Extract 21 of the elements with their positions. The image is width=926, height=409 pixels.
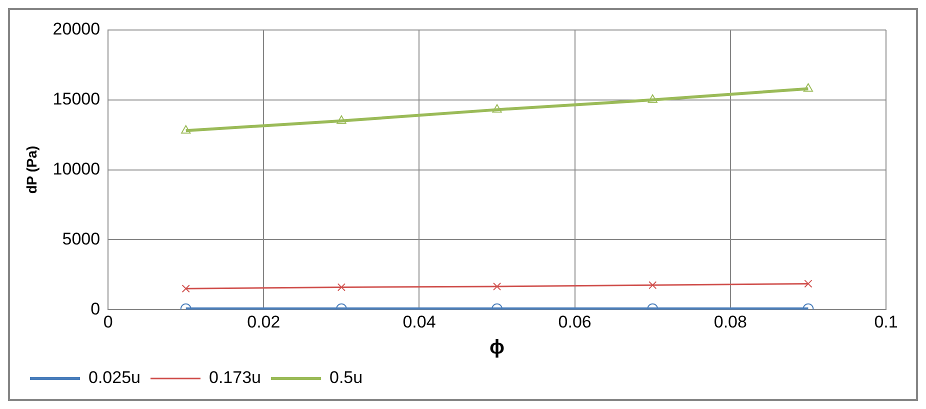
point (803, 83, 814, 92)
legend-label: 0.173u (208, 368, 261, 388)
x-tick-label: 0.02 (247, 312, 280, 332)
legend-label: 0.025u (88, 368, 140, 388)
y-tick-label: 15000 (52, 90, 100, 109)
x-tick-label: 0.1 (874, 312, 898, 332)
x-tick-label: 0.08 (714, 312, 747, 332)
x-tick-label: 0.06 (558, 312, 592, 332)
y-tick-label: 0 (90, 299, 100, 318)
point (492, 104, 502, 113)
y-tick-label: 10000 (52, 159, 100, 178)
y-axis-title: dP (Pa) (23, 146, 40, 194)
x-axis-title: ϕ (490, 336, 505, 359)
x-tick-label: 0 (103, 312, 113, 332)
point (648, 94, 658, 103)
point (336, 115, 346, 124)
y-tick-label: 20000 (52, 20, 100, 39)
x-tick-label: 0.04 (402, 312, 436, 332)
point (181, 125, 191, 134)
y-tick-label: 5000 (62, 229, 100, 248)
legend-label: 0.5u (329, 368, 363, 388)
